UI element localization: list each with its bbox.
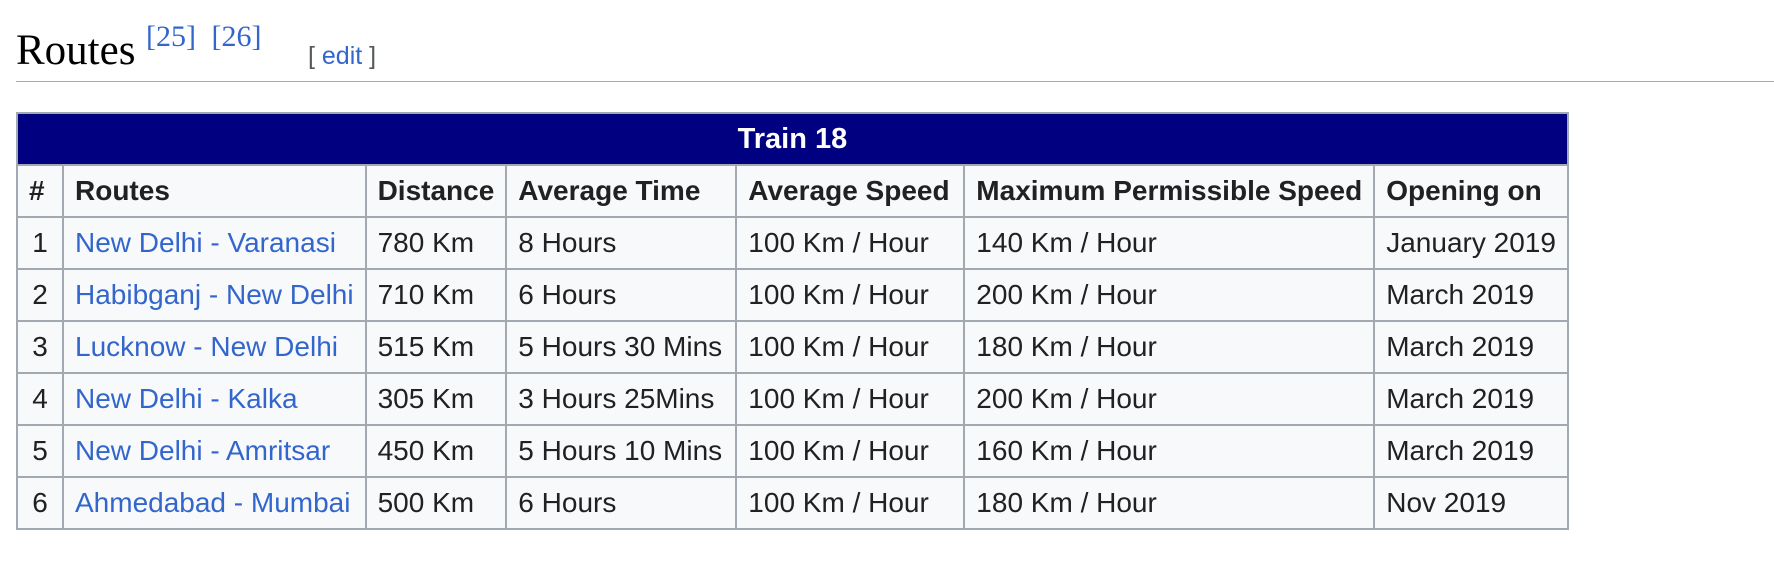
route-link[interactable]: New Delhi - Amritsar [75, 435, 331, 466]
average-speed-cell: 100 Km / Hour [735, 216, 966, 270]
column-header-distance: Distance [364, 164, 508, 218]
route-cell: Lucknow - New Delhi [62, 320, 367, 374]
table-caption: Train 18 [16, 112, 1569, 166]
route-cell: Ahmedabad - Mumbai [62, 476, 367, 530]
distance-cell: 710 Km [364, 268, 508, 322]
section-title: Routes [16, 27, 136, 74]
section-heading: Routes [25] [26] [ edit ] [16, 14, 1774, 82]
opening-cell: March 2019 [1373, 424, 1569, 478]
route-cell: Habibganj - New Delhi [62, 268, 367, 322]
max-speed-cell: 160 Km / Hour [963, 424, 1376, 478]
max-speed-cell: 140 Km / Hour [963, 216, 1376, 270]
column-header-number: # [16, 164, 64, 218]
average-time-cell: 5 Hours 30 Mins [505, 320, 738, 374]
average-time-cell: 6 Hours [505, 476, 738, 530]
header-row: # Routes Distance Average Time Average S… [16, 164, 1569, 218]
edit-bracket-close: ] [362, 42, 377, 70]
average-speed-cell: 100 Km / Hour [735, 320, 966, 374]
opening-cell: January 2019 [1373, 216, 1569, 270]
route-link[interactable]: Ahmedabad - Mumbai [75, 487, 351, 518]
average-speed-cell: 100 Km / Hour [735, 424, 966, 478]
table-row: 2 Habibganj - New Delhi 710 Km 6 Hours 1… [16, 268, 1569, 322]
edit-section: [ edit ] [308, 42, 376, 71]
route-link[interactable]: New Delhi - Kalka [75, 383, 298, 414]
caption-row: Train 18 [16, 112, 1569, 166]
distance-cell: 780 Km [364, 216, 508, 270]
column-header-routes: Routes [62, 164, 367, 218]
max-speed-cell: 200 Km / Hour [963, 268, 1376, 322]
routes-table: Train 18 # Routes Distance Average Time … [16, 112, 1569, 530]
reference-links: [25] [26] [146, 20, 269, 54]
route-link[interactable]: Habibganj - New Delhi [75, 279, 354, 310]
row-number: 2 [16, 268, 64, 322]
column-header-average-speed: Average Speed [735, 164, 966, 218]
route-link[interactable]: New Delhi - Varanasi [75, 227, 336, 258]
average-speed-cell: 100 Km / Hour [735, 476, 966, 530]
edit-bracket-open: [ [308, 42, 322, 70]
route-cell: New Delhi - Varanasi [62, 216, 367, 270]
row-number: 4 [16, 372, 64, 426]
average-time-cell: 5 Hours 10 Mins [505, 424, 738, 478]
table-row: 3 Lucknow - New Delhi 515 Km 5 Hours 30 … [16, 320, 1569, 374]
row-number: 3 [16, 320, 64, 374]
column-header-opening-on: Opening on [1373, 164, 1569, 218]
row-number: 6 [16, 476, 64, 530]
column-header-max-speed: Maximum Permissible Speed [963, 164, 1376, 218]
distance-cell: 515 Km [364, 320, 508, 374]
reference-link-25[interactable]: [25] [146, 20, 196, 53]
table-row: 1 New Delhi - Varanasi 780 Km 8 Hours 10… [16, 216, 1569, 270]
distance-cell: 305 Km [364, 372, 508, 426]
average-time-cell: 3 Hours 25Mins [505, 372, 738, 426]
opening-cell: March 2019 [1373, 372, 1569, 426]
route-link[interactable]: Lucknow - New Delhi [75, 331, 338, 362]
opening-cell: Nov 2019 [1373, 476, 1569, 530]
distance-cell: 500 Km [364, 476, 508, 530]
max-speed-cell: 200 Km / Hour [963, 372, 1376, 426]
opening-cell: March 2019 [1373, 320, 1569, 374]
table-row: 4 New Delhi - Kalka 305 Km 3 Hours 25Min… [16, 372, 1569, 426]
route-cell: New Delhi - Kalka [62, 372, 367, 426]
reference-link-26[interactable]: [26] [211, 20, 262, 53]
average-time-cell: 6 Hours [505, 268, 738, 322]
average-speed-cell: 100 Km / Hour [735, 372, 966, 426]
route-cell: New Delhi - Amritsar [62, 424, 367, 478]
average-time-cell: 8 Hours [505, 216, 738, 270]
average-speed-cell: 100 Km / Hour [735, 268, 966, 322]
column-header-average-time: Average Time [505, 164, 738, 218]
table-row: 5 New Delhi - Amritsar 450 Km 5 Hours 10… [16, 424, 1569, 478]
max-speed-cell: 180 Km / Hour [963, 476, 1376, 530]
opening-cell: March 2019 [1373, 268, 1569, 322]
table-row: 6 Ahmedabad - Mumbai 500 Km 6 Hours 100 … [16, 476, 1569, 530]
row-number: 5 [16, 424, 64, 478]
max-speed-cell: 180 Km / Hour [963, 320, 1376, 374]
row-number: 1 [16, 216, 64, 270]
distance-cell: 450 Km [364, 424, 508, 478]
edit-link[interactable]: edit [321, 42, 363, 70]
